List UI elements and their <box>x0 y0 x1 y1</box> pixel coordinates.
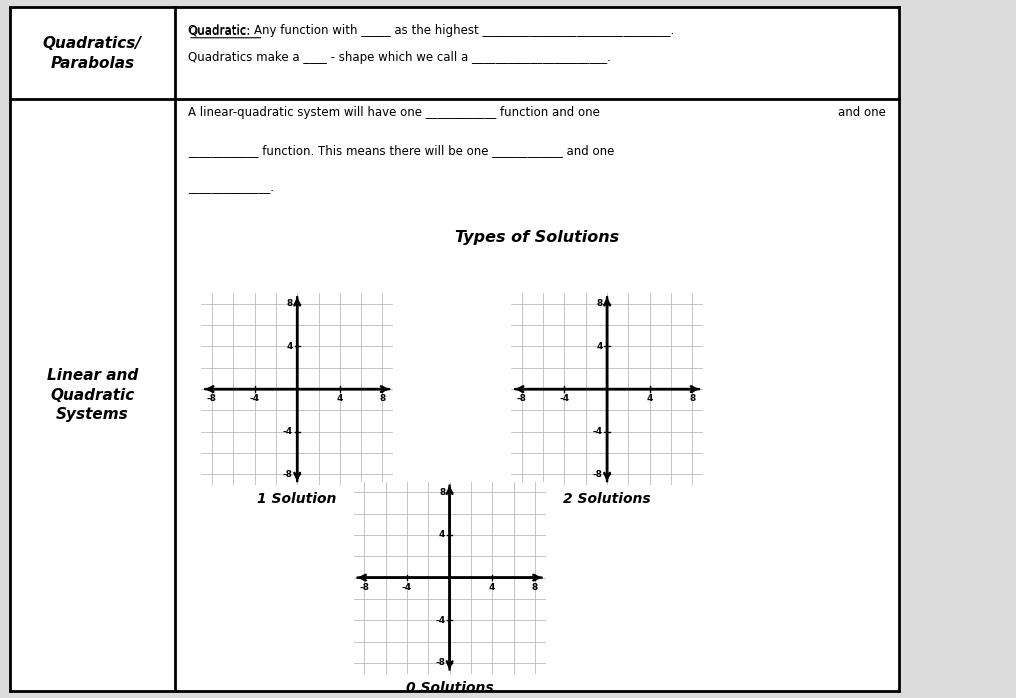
Text: 0 Solutions: 0 Solutions <box>405 681 494 695</box>
Text: Types of Solutions: Types of Solutions <box>455 230 619 245</box>
Text: Quadratics make a ____ - shape which we call a _______________________.: Quadratics make a ____ - shape which we … <box>188 52 611 64</box>
Text: 8: 8 <box>689 394 696 403</box>
Text: Quadratic: Any function with _____ as the highest ______________________________: Quadratic: Any function with _____ as th… <box>188 24 675 37</box>
Text: 1 Solution: 1 Solution <box>257 492 337 506</box>
Text: -8: -8 <box>282 470 293 479</box>
Text: 4: 4 <box>489 583 496 592</box>
Text: -4: -4 <box>402 583 411 592</box>
Text: A linear-quadratic system will have one ____________ function and one: A linear-quadratic system will have one … <box>188 106 599 119</box>
Text: -8: -8 <box>517 394 526 403</box>
Text: 4: 4 <box>646 394 653 403</box>
Text: Quadratics/
Parabolas: Quadratics/ Parabolas <box>43 36 142 70</box>
Text: Quadratic:: Quadratic: <box>188 24 250 37</box>
Text: -4: -4 <box>435 616 445 625</box>
Text: 4: 4 <box>596 342 602 351</box>
Text: -4: -4 <box>592 427 602 436</box>
Text: -8: -8 <box>207 394 216 403</box>
Text: and one: and one <box>838 106 886 119</box>
Text: 4: 4 <box>287 342 293 351</box>
Text: 8: 8 <box>596 299 602 309</box>
Text: 2 Solutions: 2 Solutions <box>563 492 651 506</box>
Text: -4: -4 <box>250 394 259 403</box>
Text: -4: -4 <box>282 427 293 436</box>
Text: 4: 4 <box>336 394 343 403</box>
Text: ____________ function. This means there will be one ____________ and one: ____________ function. This means there … <box>188 144 615 157</box>
Text: -4: -4 <box>560 394 569 403</box>
Text: 8: 8 <box>439 488 445 497</box>
Text: 8: 8 <box>287 299 293 309</box>
Text: 8: 8 <box>379 394 386 403</box>
Text: ______________.: ______________. <box>188 181 274 195</box>
Text: 4: 4 <box>439 530 445 540</box>
Text: 8: 8 <box>531 583 538 592</box>
Text: -8: -8 <box>360 583 369 592</box>
Text: -8: -8 <box>435 658 445 667</box>
Text: -8: -8 <box>592 470 602 479</box>
Text: Linear and
Quadratic
Systems: Linear and Quadratic Systems <box>47 368 138 422</box>
